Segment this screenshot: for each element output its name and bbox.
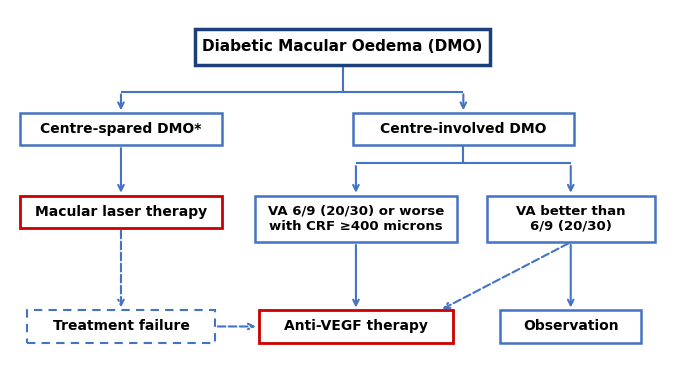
FancyBboxPatch shape: [27, 310, 215, 343]
Text: Anti-VEGF therapy: Anti-VEGF therapy: [284, 320, 428, 333]
FancyBboxPatch shape: [256, 195, 457, 242]
Text: VA 6/9 (20/30) or worse
with CRF ≥400 microns: VA 6/9 (20/30) or worse with CRF ≥400 mi…: [268, 205, 444, 233]
FancyBboxPatch shape: [258, 310, 453, 343]
Text: Macular laser therapy: Macular laser therapy: [35, 205, 207, 219]
FancyBboxPatch shape: [21, 113, 222, 145]
Text: Observation: Observation: [523, 320, 619, 333]
FancyBboxPatch shape: [500, 310, 641, 343]
FancyBboxPatch shape: [487, 195, 655, 242]
FancyBboxPatch shape: [195, 29, 490, 65]
FancyBboxPatch shape: [353, 113, 574, 145]
Text: Treatment failure: Treatment failure: [53, 320, 190, 333]
Text: Centre-involved DMO: Centre-involved DMO: [380, 122, 547, 136]
FancyBboxPatch shape: [21, 195, 222, 228]
Text: VA better than
6/9 (20/30): VA better than 6/9 (20/30): [516, 205, 625, 233]
Text: Centre-spared DMO*: Centre-spared DMO*: [40, 122, 201, 136]
Text: Diabetic Macular Oedema (DMO): Diabetic Macular Oedema (DMO): [202, 39, 483, 54]
